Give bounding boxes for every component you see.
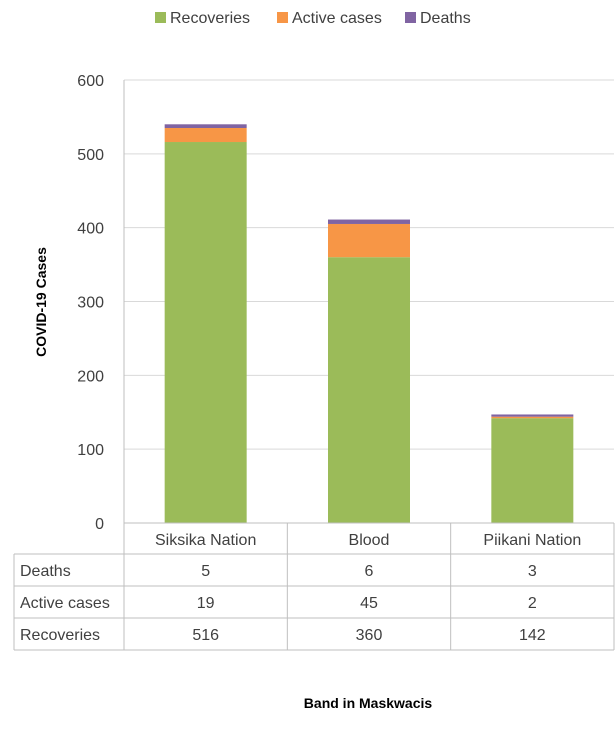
table-row-label-deaths: Deaths bbox=[20, 563, 71, 580]
category-label-2: Piikani Nation bbox=[483, 532, 581, 549]
y-axis-title: COVID-19 Cases bbox=[33, 247, 49, 357]
table-cell-active-cases-2: 2 bbox=[528, 595, 537, 612]
table-cell-active-cases-1: 45 bbox=[360, 595, 378, 612]
table-cell-active-cases-0: 19 bbox=[197, 595, 215, 612]
y-tick-label-100: 100 bbox=[77, 442, 104, 459]
bar-active-cases-1 bbox=[328, 223, 410, 258]
legend-label-recoveries: Recoveries bbox=[170, 10, 250, 27]
bar-active-cases-2 bbox=[491, 416, 574, 419]
x-axis-title: Band in Maskwacis bbox=[304, 695, 433, 711]
y-tick-label-0: 0 bbox=[95, 516, 104, 533]
table-cell-recoveries-1: 360 bbox=[356, 627, 383, 644]
bar-deaths-2 bbox=[491, 414, 574, 417]
y-tick-label-200: 200 bbox=[77, 368, 104, 385]
bar-recoveries-2 bbox=[491, 418, 574, 523]
table-cell-recoveries-0: 516 bbox=[192, 627, 219, 644]
y-tick-label-300: 300 bbox=[77, 295, 104, 312]
legend: Recoveries Active cases Deaths bbox=[155, 10, 471, 27]
bars bbox=[164, 124, 574, 523]
table-cell-deaths-2: 3 bbox=[528, 563, 537, 580]
table-cell-deaths-1: 6 bbox=[365, 563, 374, 580]
category-label-0: Siksika Nation bbox=[155, 532, 256, 549]
y-tick-label-400: 400 bbox=[77, 221, 104, 238]
data-table: Siksika Nation Blood Piikani Nation Deaths 5… bbox=[13, 522, 615, 651]
bar-deaths-1 bbox=[328, 219, 410, 224]
table-cell-deaths-0: 5 bbox=[201, 563, 210, 580]
bar-active-cases-0 bbox=[164, 127, 247, 143]
y-tick-label-600: 600 bbox=[77, 73, 104, 90]
legend-label-deaths: Deaths bbox=[420, 10, 471, 27]
bar-deaths-0 bbox=[164, 124, 247, 128]
y-axis: 0 100 200 300 400 500 600 bbox=[77, 73, 125, 533]
table-row-label-recoveries: Recoveries bbox=[20, 627, 100, 644]
bar-recoveries-0 bbox=[164, 142, 247, 523]
table-row-label-active-cases: Active cases bbox=[20, 595, 110, 612]
bar-recoveries-1 bbox=[328, 257, 410, 523]
legend-swatch-recoveries bbox=[155, 12, 166, 23]
y-tick-label-500: 500 bbox=[77, 147, 104, 164]
table-cell-recoveries-2: 142 bbox=[519, 627, 546, 644]
category-label-1: Blood bbox=[349, 532, 390, 549]
legend-label-active-cases: Active cases bbox=[292, 10, 382, 27]
legend-swatch-active-cases bbox=[277, 12, 288, 23]
legend-swatch-deaths bbox=[405, 12, 416, 23]
